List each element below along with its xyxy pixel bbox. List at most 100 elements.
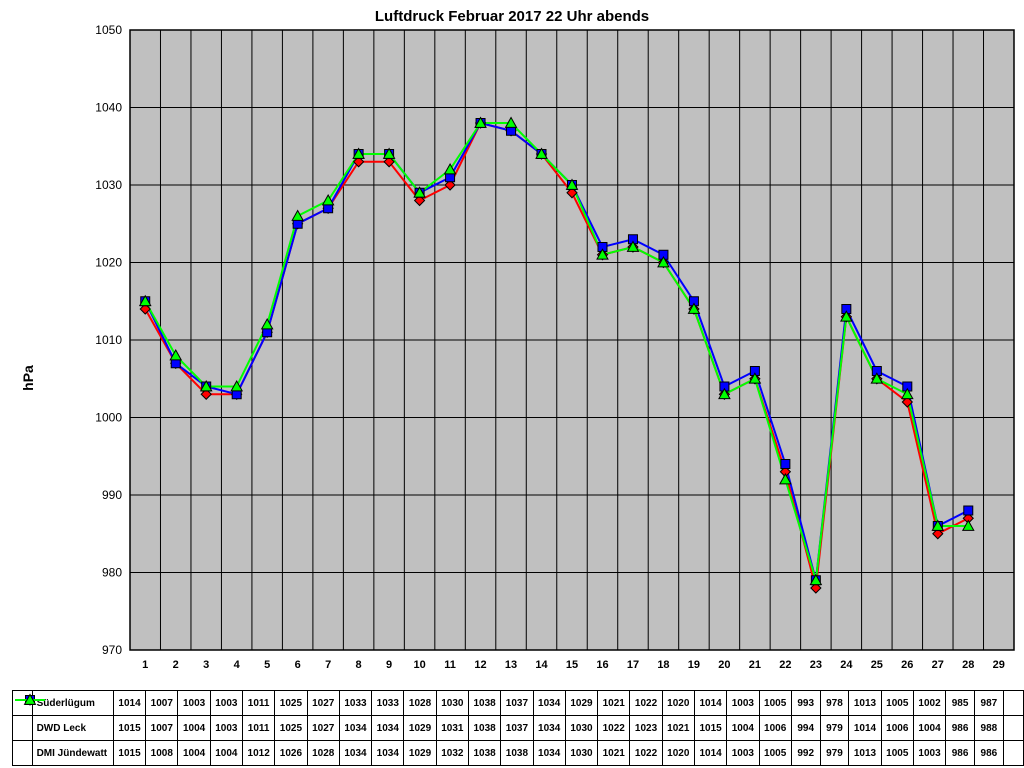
- data-cell: 1008: [146, 741, 178, 766]
- data-cell: [1003, 741, 1023, 766]
- data-cell: 1012: [243, 741, 275, 766]
- data-cell: 1005: [759, 741, 791, 766]
- data-cell: 1037: [501, 716, 533, 741]
- data-cell: 986: [974, 741, 1003, 766]
- data-cell: 1003: [913, 741, 945, 766]
- x-tick-label: 22: [779, 659, 791, 671]
- table-row: DMI Jündewatt101510081004100410121026102…: [13, 741, 1024, 766]
- data-cell: 1038: [468, 716, 500, 741]
- x-tick-label: 6: [295, 659, 301, 671]
- data-cell: 1013: [849, 741, 881, 766]
- x-tick-label: 28: [962, 659, 974, 671]
- legend-marker-cell: [13, 741, 33, 766]
- x-tick-label: 3: [203, 659, 209, 671]
- data-cell: 1038: [468, 691, 500, 716]
- data-cell: 1038: [501, 741, 533, 766]
- marker-square: [781, 460, 790, 469]
- data-cell: 1005: [881, 691, 913, 716]
- data-cell: 1021: [598, 691, 630, 716]
- data-cell: 1034: [533, 691, 565, 716]
- data-cell: 992: [791, 741, 820, 766]
- data-cell: 1030: [436, 691, 468, 716]
- y-tick-label: 1010: [95, 333, 122, 347]
- data-cell: 988: [974, 716, 1003, 741]
- y-tick-label: 990: [102, 488, 122, 502]
- y-tick-label: 970: [102, 643, 122, 657]
- x-tick-label: 1: [142, 659, 148, 671]
- x-tick-label: 14: [535, 659, 548, 671]
- data-cell: 1026: [275, 741, 307, 766]
- data-cell: 1034: [533, 741, 565, 766]
- data-cell: 1015: [694, 716, 726, 741]
- data-cell: 1003: [210, 691, 242, 716]
- data-cell: 1014: [694, 741, 726, 766]
- y-tick-label: 1040: [95, 101, 122, 115]
- series-name-cell: DMI Jündewatt: [32, 741, 113, 766]
- x-tick-label: 19: [688, 659, 700, 671]
- data-cell: 1004: [210, 741, 242, 766]
- data-cell: 978: [820, 691, 849, 716]
- y-tick-label: 1000: [95, 411, 122, 425]
- data-cell: 994: [791, 716, 820, 741]
- data-cell: 1022: [630, 691, 662, 716]
- data-cell: 1038: [468, 741, 500, 766]
- y-tick-label: 1030: [95, 178, 122, 192]
- data-cell: 1032: [436, 741, 468, 766]
- data-cell: 1020: [662, 691, 694, 716]
- data-cell: [1003, 716, 1023, 741]
- x-tick-label: 17: [627, 659, 639, 671]
- data-cell: 1002: [913, 691, 945, 716]
- data-cell: 1021: [662, 716, 694, 741]
- marker-square: [964, 506, 973, 515]
- chart-svg: 9709809901000101010201030104010501234567…: [0, 0, 1024, 768]
- data-cell: 1014: [113, 691, 145, 716]
- data-cell: 1004: [178, 741, 210, 766]
- data-cell: 1034: [339, 741, 371, 766]
- data-cell: 1003: [727, 741, 759, 766]
- data-cell: 1034: [372, 716, 404, 741]
- data-cell: 1004: [727, 716, 759, 741]
- table-row: Süderlügum101410071003100310111025102710…: [13, 691, 1024, 716]
- y-tick-label: 1050: [95, 23, 122, 37]
- x-tick-label: 10: [413, 659, 425, 671]
- x-tick-label: 12: [474, 659, 486, 671]
- data-cell: 986: [946, 741, 975, 766]
- data-cell: 1003: [210, 716, 242, 741]
- y-tick-label: 1020: [95, 256, 122, 270]
- data-cell: 1007: [146, 691, 178, 716]
- data-cell: 1013: [849, 691, 881, 716]
- data-cell: 1006: [759, 716, 791, 741]
- data-cell: 1031: [436, 716, 468, 741]
- data-cell: 1022: [630, 741, 662, 766]
- data-cell: 1011: [243, 716, 275, 741]
- data-cell: 1034: [533, 716, 565, 741]
- data-cell: 1034: [372, 741, 404, 766]
- data-cell: 1030: [565, 716, 597, 741]
- table-row: DWD Leck10151007100410031011102510271034…: [13, 716, 1024, 741]
- data-table: Süderlügum101410071003100310111025102710…: [12, 690, 1024, 766]
- y-tick-label: 980: [102, 566, 122, 580]
- data-cell: 1029: [404, 716, 436, 741]
- data-cell: 1014: [849, 716, 881, 741]
- data-cell: [1003, 691, 1023, 716]
- data-cell: 1005: [759, 691, 791, 716]
- x-tick-label: 20: [718, 659, 730, 671]
- x-tick-label: 29: [993, 659, 1005, 671]
- data-cell: 986: [946, 716, 975, 741]
- data-cell: 1025: [275, 716, 307, 741]
- data-cell: 1011: [243, 691, 275, 716]
- data-cell: 1028: [307, 741, 339, 766]
- data-cell: 1007: [146, 716, 178, 741]
- data-cell: 1025: [275, 691, 307, 716]
- data-cell: 1027: [307, 716, 339, 741]
- data-cell: 1015: [113, 741, 145, 766]
- x-tick-label: 4: [234, 659, 241, 671]
- x-tick-label: 21: [749, 659, 761, 671]
- x-tick-label: 9: [386, 659, 392, 671]
- data-cell: 1003: [727, 691, 759, 716]
- data-cell: 1033: [372, 691, 404, 716]
- data-cell: 1037: [501, 691, 533, 716]
- x-tick-label: 18: [657, 659, 669, 671]
- data-cell: 1029: [404, 741, 436, 766]
- data-cell: 1004: [178, 716, 210, 741]
